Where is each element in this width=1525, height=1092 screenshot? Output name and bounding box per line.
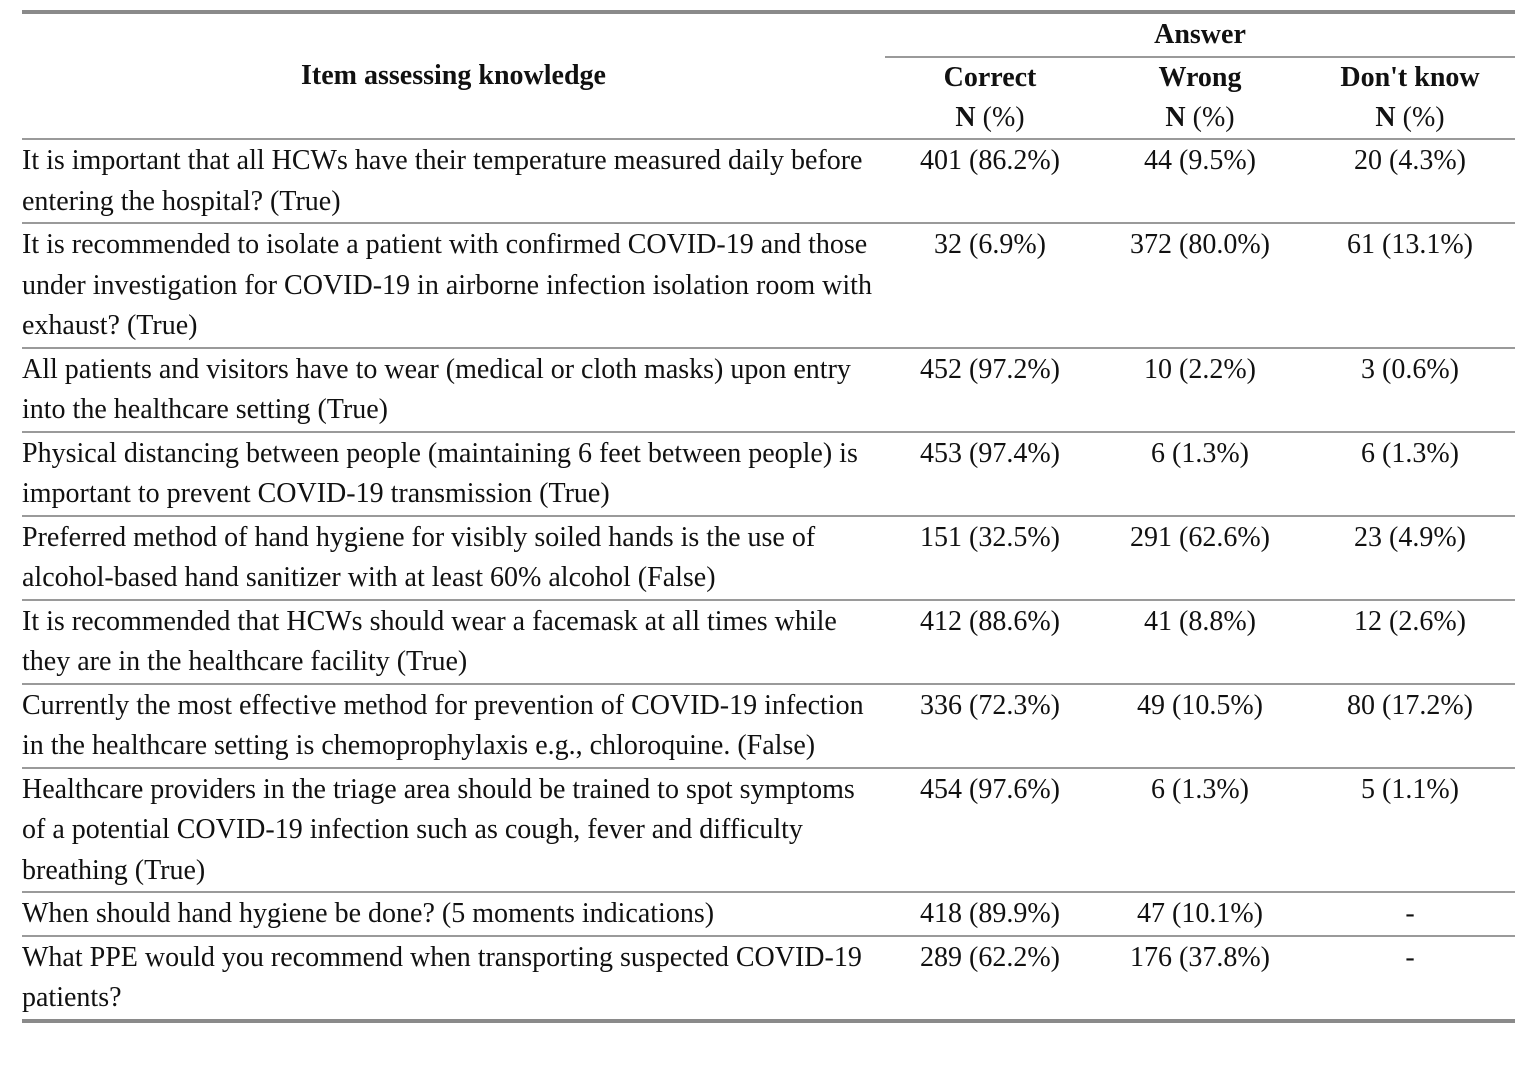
answer-value: 80 (17.2%) (1305, 682, 1515, 768)
table-row: When should hand hygiene be done? (5 mom… (22, 891, 1515, 936)
answer-value: 23 (4.9%) (1305, 514, 1515, 600)
answer-value: 6 (1.3%) (1305, 430, 1515, 516)
answer-value: 336 (72.3%) (885, 682, 1095, 768)
column-name: Don't know (1340, 62, 1480, 93)
knowledge-table: Item assessing knowledge Answer Correct N… (22, 10, 1515, 1023)
item-text: Currently the most effective method for … (22, 682, 885, 768)
answer-value: 291 (62.6%) (1095, 514, 1305, 600)
table-row: All patients and visitors have to wear (… (22, 346, 1515, 432)
answer-value: 401 (86.2%) (885, 138, 1095, 223)
answer-value: 418 (89.9%) (885, 891, 1095, 936)
unit-pct: (%) (1192, 102, 1235, 133)
answer-value: 10 (2.2%) (1095, 346, 1305, 432)
table-row: It is recommended that HCWs should wear … (22, 598, 1515, 684)
item-text: Preferred method of hand hygiene for vis… (22, 514, 885, 600)
unit-pct: (%) (982, 102, 1025, 133)
answer-value: - (1305, 934, 1515, 1023)
answer-value: 151 (32.5%) (885, 514, 1095, 600)
answer-value: 6 (1.3%) (1095, 766, 1305, 892)
answer-value: 6 (1.3%) (1095, 430, 1305, 516)
item-text: Physical distancing between people (main… (22, 430, 885, 516)
column-header: Correct N (%) (885, 57, 1095, 140)
column-header: Don't know N (%) (1305, 57, 1515, 140)
item-text: What PPE would you recommend when transp… (22, 934, 885, 1023)
answer-value: 47 (10.1%) (1095, 891, 1305, 936)
column-name: Wrong (1158, 62, 1242, 93)
answer-value: 61 (13.1%) (1305, 222, 1515, 348)
table-row: Currently the most effective method for … (22, 682, 1515, 768)
item-text: It is recommended that HCWs should wear … (22, 598, 885, 684)
answer-value: 453 (97.4%) (885, 430, 1095, 516)
item-text: It is recommended to isolate a patient w… (22, 222, 885, 348)
column-name: Correct (943, 62, 1037, 93)
table-row: It is recommended to isolate a patient w… (22, 222, 1515, 348)
answer-value: 49 (10.5%) (1095, 682, 1305, 768)
answer-value: 12 (2.6%) (1305, 598, 1515, 684)
answer-value: 3 (0.6%) (1305, 346, 1515, 432)
answer-value: 412 (88.6%) (885, 598, 1095, 684)
answer-value: 5 (1.1%) (1305, 766, 1515, 892)
table-row: What PPE would you recommend when transp… (22, 934, 1515, 1023)
answer-value: 372 (80.0%) (1095, 222, 1305, 348)
answer-value: 176 (37.8%) (1095, 934, 1305, 1023)
unit-n: N (1165, 102, 1186, 133)
unit-n: N (1375, 102, 1396, 133)
answer-value: 41 (8.8%) (1095, 598, 1305, 684)
answer-value: - (1305, 891, 1515, 936)
table-row: Preferred method of hand hygiene for vis… (22, 514, 1515, 600)
item-text: When should hand hygiene be done? (5 mom… (22, 891, 885, 936)
item-text: It is important that all HCWs have their… (22, 138, 885, 223)
item-header: Item assessing knowledge (22, 10, 885, 140)
table-row: Physical distancing between people (main… (22, 430, 1515, 516)
answer-value: 32 (6.9%) (885, 222, 1095, 348)
column-header: Wrong N (%) (1095, 57, 1305, 140)
table-header: Item assessing knowledge Answer Correct N… (22, 10, 1515, 140)
answer-value: 452 (97.2%) (885, 346, 1095, 432)
unit-n: N (955, 102, 976, 133)
table-row: Healthcare providers in the triage area … (22, 766, 1515, 892)
item-text: Healthcare providers in the triage area … (22, 766, 885, 892)
column-unit: N (%) (1095, 98, 1305, 138)
table-row: It is important that all HCWs have their… (22, 138, 1515, 223)
answer-value: 289 (62.2%) (885, 934, 1095, 1023)
column-unit: N (%) (885, 98, 1095, 138)
column-unit: N (%) (1305, 98, 1515, 138)
unit-pct: (%) (1402, 102, 1445, 133)
answer-value: 20 (4.3%) (1305, 138, 1515, 223)
answer-value: 44 (9.5%) (1095, 138, 1305, 223)
item-text: All patients and visitors have to wear (… (22, 346, 885, 432)
answer-value: 454 (97.6%) (885, 766, 1095, 892)
answer-header: Answer (885, 10, 1515, 58)
table-body: It is important that all HCWs have their… (22, 138, 1515, 1023)
